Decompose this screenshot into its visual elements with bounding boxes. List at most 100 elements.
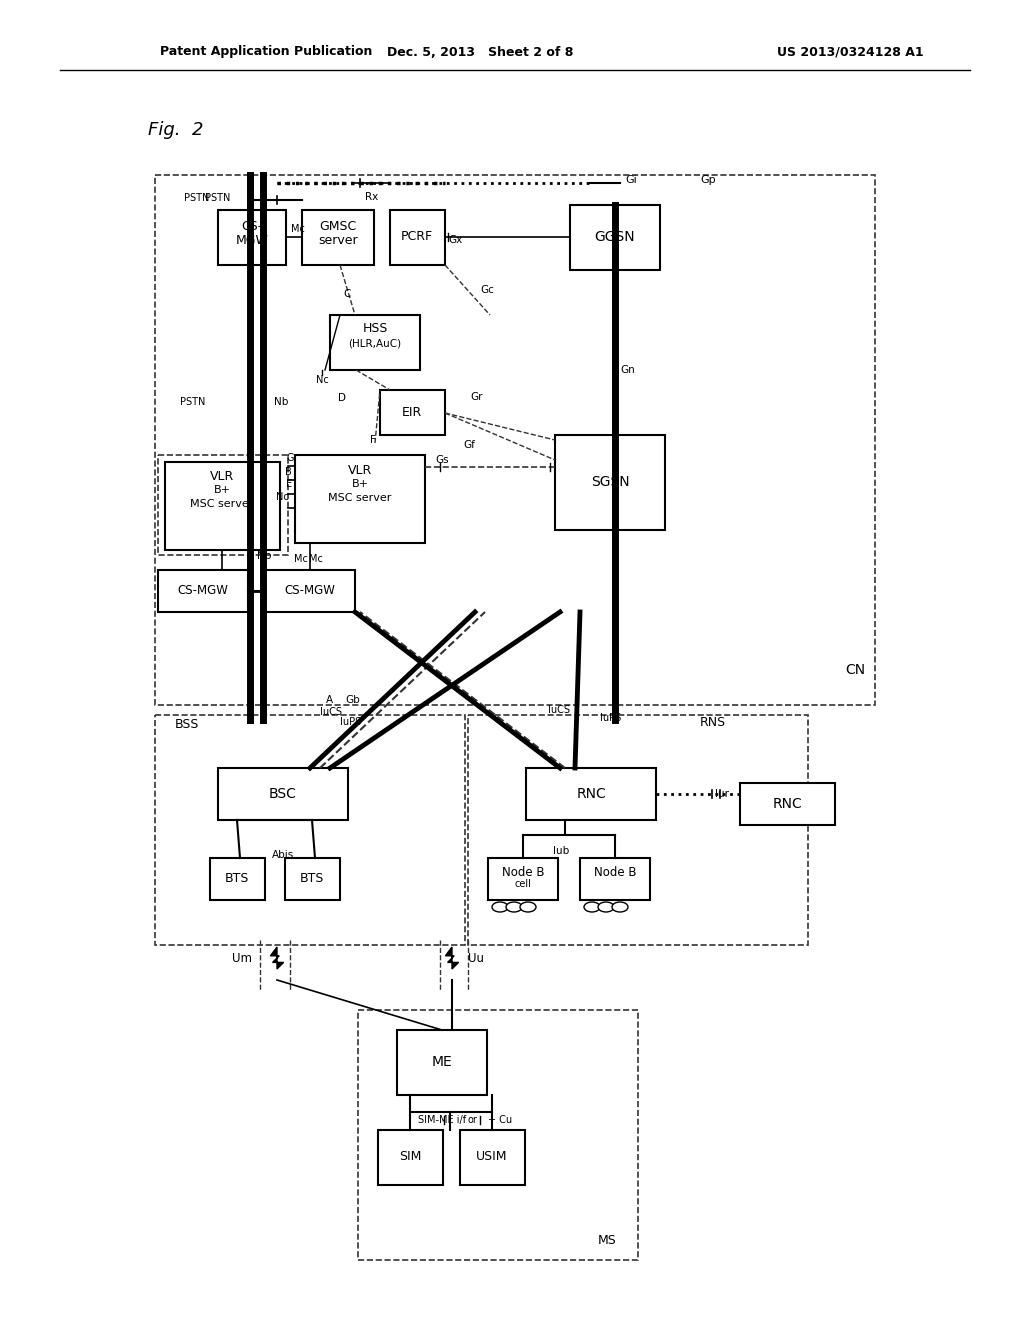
- Bar: [526, 768, 656, 820]
- Text: Abis: Abis: [272, 850, 294, 861]
- Text: SIM: SIM: [398, 1151, 421, 1163]
- Bar: [380, 389, 445, 436]
- Text: Nc: Nc: [316, 375, 329, 385]
- Text: E: E: [286, 479, 292, 488]
- Text: B+: B+: [351, 479, 369, 488]
- Text: RNC: RNC: [772, 797, 802, 810]
- Text: CS-: CS-: [242, 220, 262, 234]
- Text: VLR: VLR: [210, 470, 234, 483]
- Ellipse shape: [506, 902, 522, 912]
- Text: Gb: Gb: [345, 696, 359, 705]
- Bar: [155, 176, 874, 705]
- Bar: [285, 858, 340, 900]
- Text: BSC: BSC: [269, 787, 297, 801]
- Text: Nb: Nb: [257, 550, 271, 561]
- Text: EIR: EIR: [401, 407, 422, 420]
- Bar: [460, 1130, 525, 1185]
- Bar: [488, 858, 558, 900]
- Text: A: A: [326, 696, 333, 705]
- Text: Mc: Mc: [294, 554, 308, 564]
- Bar: [740, 783, 835, 825]
- Bar: [358, 1010, 638, 1261]
- Text: B: B: [286, 467, 292, 477]
- Text: RNC: RNC: [577, 787, 606, 801]
- Ellipse shape: [584, 902, 600, 912]
- Polygon shape: [270, 946, 284, 969]
- Text: ME: ME: [432, 1055, 453, 1069]
- Bar: [390, 210, 445, 265]
- Bar: [378, 1130, 443, 1185]
- Text: CS-MGW: CS-MGW: [285, 585, 336, 598]
- Bar: [218, 768, 348, 820]
- Text: Gn: Gn: [620, 366, 635, 375]
- Text: Nb: Nb: [274, 397, 289, 407]
- Bar: [155, 715, 465, 945]
- Text: PSTN: PSTN: [180, 397, 206, 407]
- Text: F: F: [370, 436, 376, 445]
- Text: SGSN: SGSN: [591, 475, 630, 488]
- Text: US 2013/0324128 A1: US 2013/0324128 A1: [776, 45, 924, 58]
- Text: MS: MS: [598, 1233, 616, 1246]
- Text: Iub: Iub: [553, 846, 569, 855]
- Bar: [218, 210, 286, 265]
- Text: + Cu: + Cu: [488, 1115, 512, 1125]
- Text: CN: CN: [845, 663, 865, 677]
- Bar: [165, 462, 280, 550]
- Text: (HLR,AuC): (HLR,AuC): [348, 338, 401, 348]
- Ellipse shape: [492, 902, 508, 912]
- Text: Gi: Gi: [625, 176, 637, 185]
- Ellipse shape: [598, 902, 614, 912]
- Text: D: D: [338, 393, 346, 403]
- Bar: [158, 570, 248, 612]
- Bar: [555, 436, 665, 531]
- Bar: [210, 858, 265, 900]
- Text: G: G: [287, 453, 294, 463]
- Text: MSC server: MSC server: [190, 499, 254, 510]
- Text: CS-MGW: CS-MGW: [177, 585, 228, 598]
- Text: GMSC: GMSC: [319, 220, 356, 234]
- Text: USIM: USIM: [476, 1151, 508, 1163]
- Bar: [158, 455, 288, 554]
- Ellipse shape: [520, 902, 536, 912]
- Text: Dec. 5, 2013   Sheet 2 of 8: Dec. 5, 2013 Sheet 2 of 8: [387, 45, 573, 58]
- Ellipse shape: [612, 902, 628, 912]
- Text: BTS: BTS: [225, 873, 249, 886]
- Text: Mc: Mc: [291, 224, 305, 234]
- Text: BSS: BSS: [175, 718, 200, 731]
- Text: Um: Um: [232, 952, 252, 965]
- Text: Gs: Gs: [435, 455, 449, 465]
- Text: Nc: Nc: [276, 492, 289, 502]
- Text: Gf: Gf: [463, 440, 475, 450]
- Text: Uu: Uu: [468, 952, 484, 965]
- Text: Gp: Gp: [700, 176, 716, 185]
- Text: IuCS: IuCS: [548, 705, 570, 715]
- Polygon shape: [445, 946, 459, 969]
- Text: Node B: Node B: [502, 866, 544, 879]
- Bar: [397, 1030, 487, 1096]
- Bar: [265, 570, 355, 612]
- Text: MSC server: MSC server: [329, 492, 392, 503]
- Bar: [570, 205, 660, 271]
- Text: server: server: [318, 235, 357, 248]
- Text: Fig.  2: Fig. 2: [148, 121, 204, 139]
- Text: or: or: [468, 1115, 478, 1125]
- Text: Patent Application Publication: Patent Application Publication: [160, 45, 373, 58]
- Text: C: C: [343, 289, 350, 300]
- Text: PSTN: PSTN: [206, 193, 230, 203]
- Text: IuCS: IuCS: [319, 708, 342, 717]
- Text: PCRF: PCRF: [401, 231, 433, 243]
- Text: cell: cell: [515, 879, 531, 888]
- Text: Mc: Mc: [309, 554, 323, 564]
- Text: Gr: Gr: [470, 392, 482, 403]
- Text: Rx: Rx: [365, 191, 378, 202]
- Text: HSS: HSS: [362, 322, 388, 334]
- Text: PSTN: PSTN: [184, 193, 210, 203]
- Text: IuPS: IuPS: [600, 713, 622, 723]
- Text: SIM-ME i/f: SIM-ME i/f: [418, 1115, 466, 1125]
- Text: IuPS: IuPS: [340, 717, 361, 727]
- Text: Gx: Gx: [449, 235, 462, 246]
- Text: Gc: Gc: [480, 285, 494, 294]
- Bar: [330, 315, 420, 370]
- Bar: [580, 858, 650, 900]
- Text: B+: B+: [213, 484, 230, 495]
